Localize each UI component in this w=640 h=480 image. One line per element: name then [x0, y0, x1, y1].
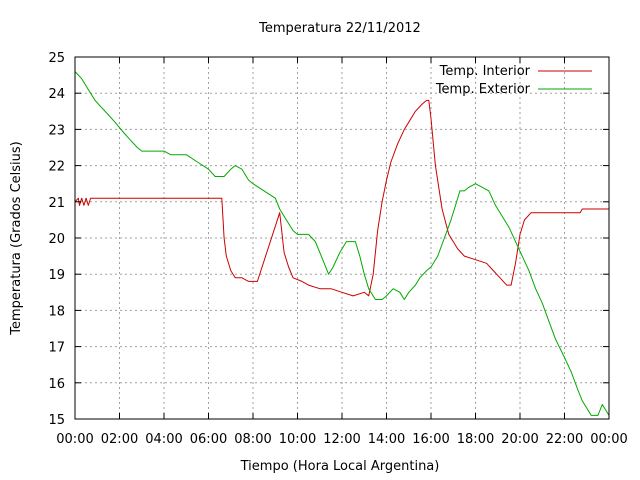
x-tick-label: 18:00: [457, 432, 494, 447]
y-axis-label: Temperatura (Grados Celsius): [9, 141, 24, 335]
series-lines: [74, 71, 610, 416]
y-tick-label: 15: [48, 413, 65, 428]
y-tick-label: 20: [48, 232, 65, 247]
x-tick-label: 14:00: [368, 432, 405, 447]
x-tick-label: 06:00: [190, 432, 227, 447]
x-tick-label: 20:00: [501, 432, 538, 447]
y-tick-label: 21: [48, 196, 65, 211]
y-tick-label: 17: [48, 341, 65, 356]
series-line-exterior: [74, 71, 610, 416]
x-tick-label: 02:00: [101, 432, 138, 447]
y-tick-label: 24: [48, 87, 65, 102]
y-tick-label: 23: [48, 123, 65, 138]
x-axis-label: Tiempo (Hora Local Argentina): [240, 459, 440, 474]
axis-ticks: 00:00 02:00 04:00 06:00 08:00 10:00 12:00 14:00…: [48, 51, 627, 447]
legend-label-interior: Temp. Interior: [439, 64, 531, 79]
x-tick-label: 10:00: [279, 432, 316, 447]
x-tick-label: 22:00: [546, 432, 583, 447]
y-tick-label: 16: [48, 377, 65, 392]
chart-title: Temperatura 22/11/2012: [258, 21, 421, 36]
x-tick-label: 00:00: [56, 432, 93, 447]
grid: [75, 57, 609, 419]
x-tick-label: 08:00: [234, 432, 271, 447]
legend: Temp. Interior Temp. Exterior: [435, 64, 592, 97]
x-tick-label: 04:00: [145, 432, 182, 447]
x-tick-label: 12:00: [323, 432, 360, 447]
y-tick-label: 19: [48, 268, 65, 283]
legend-label-exterior: Temp. Exterior: [435, 82, 531, 97]
y-tick-label: 25: [48, 51, 65, 66]
y-tick-label: 18: [48, 304, 65, 319]
x-tick-label: 00:00: [590, 432, 627, 447]
y-tick-label: 22: [48, 160, 65, 175]
series-line-interior: [74, 99, 609, 297]
x-tick-label: 16:00: [412, 432, 449, 447]
